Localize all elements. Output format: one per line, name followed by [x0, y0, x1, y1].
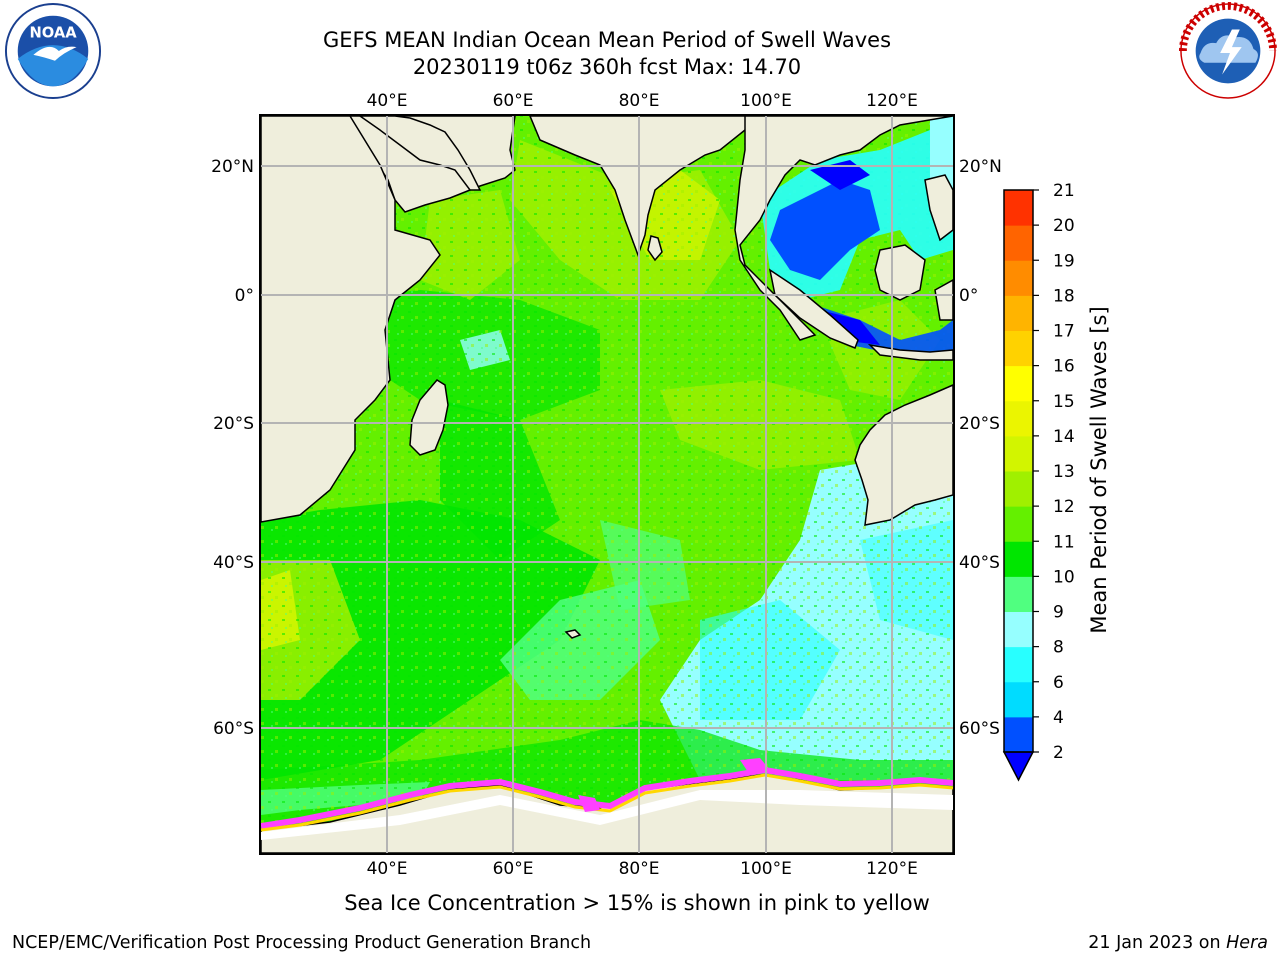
colorbar-segment	[1004, 646, 1033, 683]
colorbar-segment	[1004, 576, 1033, 612]
swell-period-field	[261, 116, 953, 853]
colorbar-tick-label: 15	[1053, 392, 1075, 412]
colorbar-segment	[1004, 611, 1033, 648]
footer-system-name: Hera	[1226, 933, 1268, 953]
colorbar-segment	[1004, 330, 1033, 367]
graticule	[261, 116, 953, 853]
map-title: GEFS MEAN Indian Ocean Mean Period of Sw…	[322, 28, 892, 52]
colorbar-tick-label: 20	[1053, 216, 1075, 236]
colorbar-tick-label: 17	[1053, 322, 1075, 342]
nws-logo-icon	[1179, 2, 1277, 99]
colorbar-tick-label: 9	[1053, 603, 1064, 623]
colorbar-segment	[1004, 506, 1033, 542]
colorbar-segment	[1004, 190, 1033, 226]
colorbar-tick-labels: 2 4 6 8 9 10 11 12 13 14 15 16 17 18 19 20 21	[1033, 181, 1075, 763]
lat-label: 60°S	[959, 719, 1000, 739]
map-subtitle: 20230119 t06z 360h fcst Max: 14.70	[412, 55, 802, 79]
sea-ice-edge	[261, 758, 953, 840]
lon-labels-top: 40°E 60°E 80°E 100°E 120°E	[367, 91, 918, 111]
map-frame	[259, 114, 955, 855]
lon-label: 40°E	[367, 91, 408, 111]
lat-label: 0°	[959, 286, 978, 306]
sea-ice-caption: Sea Ice Concentration > 15% is shown in …	[344, 891, 930, 915]
colorbar-segment	[1004, 435, 1033, 472]
lat-label: 40°S	[959, 553, 1000, 573]
lon-label: 100°E	[740, 91, 792, 111]
colorbar-segment	[1004, 541, 1033, 577]
colorbar-tick-label: 10	[1053, 567, 1075, 587]
colorbar-tick-label: 12	[1053, 497, 1075, 517]
lat-labels-left: 20°N 0° 20°S 40°S 60°S	[211, 157, 254, 739]
colorbar-segment	[1004, 295, 1033, 331]
lat-label: 20°N	[211, 157, 254, 177]
footer-credit: NCEP/EMC/Verification Post Processing Pr…	[12, 933, 592, 953]
colorbar-segment	[1004, 365, 1033, 402]
lon-label: 120°E	[866, 91, 918, 111]
lon-label: 120°E	[866, 859, 918, 879]
colorbar-label: Mean Period of Swell Waves [s]	[1087, 306, 1111, 633]
colorbar-segment	[1004, 716, 1033, 753]
colorbar-tick-label: 6	[1053, 673, 1064, 693]
colorbar-tick-label: 21	[1053, 181, 1075, 201]
colorbar-tick-label: 14	[1053, 427, 1075, 447]
footer-date-text: 21 Jan 2023 on	[1088, 933, 1227, 953]
colorbar-tick-label: 16	[1053, 357, 1075, 377]
lat-label: 60°S	[213, 719, 254, 739]
lon-label: 100°E	[740, 859, 792, 879]
lat-labels-right: 20°N 0° 20°S 40°S 60°S	[959, 157, 1002, 739]
colorbar-tick-label: 8	[1053, 638, 1064, 658]
colorbar-tick-label: 2	[1053, 743, 1064, 763]
lon-label: 40°E	[367, 859, 408, 879]
lon-label: 80°E	[619, 91, 660, 111]
footer-date: 21 Jan 2023 on Hera	[1088, 933, 1268, 953]
lon-label: 60°E	[493, 859, 534, 879]
lat-label: 20°S	[959, 414, 1000, 434]
map-plot-area	[261, 116, 953, 853]
lat-label: 40°S	[213, 553, 254, 573]
lon-labels-bottom: 40°E 60°E 80°E 100°E 120°E	[367, 859, 918, 879]
lat-label: 20°S	[213, 414, 254, 434]
colorbar-segment	[1004, 471, 1033, 507]
svg-text:NOAA: NOAA	[29, 24, 77, 41]
colorbar-tick-label: 13	[1053, 462, 1075, 482]
colorbar-segment	[1004, 400, 1033, 437]
colorbar-segment	[1004, 260, 1033, 296]
colorbar-tick-label: 11	[1053, 532, 1075, 552]
colorbar-extend-arrow	[1002, 751, 1035, 782]
lat-label: 0°	[235, 286, 254, 306]
lon-label: 60°E	[493, 91, 534, 111]
colorbar-segment	[1004, 681, 1033, 718]
lat-label: 20°N	[959, 157, 1002, 177]
colorbar-tick-label: 18	[1053, 286, 1075, 306]
colorbar	[1002, 189, 1035, 782]
colorbar-tick-label: 4	[1053, 708, 1064, 728]
lon-label: 80°E	[619, 859, 660, 879]
colorbar-segment	[1004, 225, 1033, 261]
colorbar-tick-label: 19	[1053, 251, 1075, 271]
noaa-logo-icon: NOAA	[4, 2, 102, 100]
